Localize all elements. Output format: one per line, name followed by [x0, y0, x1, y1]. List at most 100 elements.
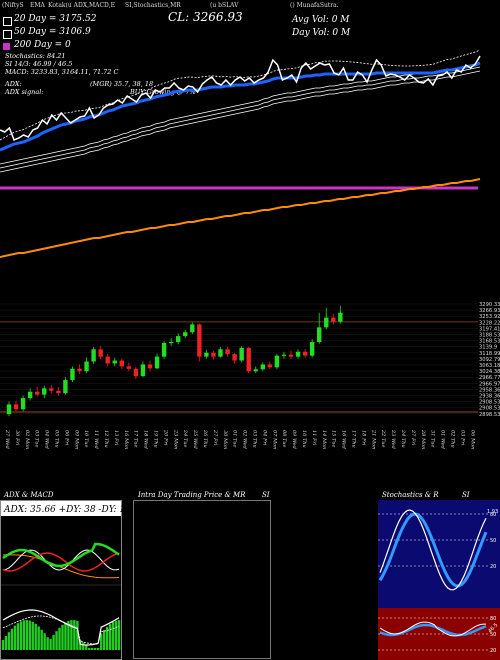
- price-tick-label: 3168.53: [479, 339, 500, 345]
- date-label: 16 Mon: [123, 430, 129, 449]
- date-label: 17 Tue: [133, 430, 139, 448]
- price-tick-label: 3139.9: [479, 345, 497, 351]
- adx-readout: ADX: 35.66 +DY: 38 -DY: 18.02: [3, 505, 122, 515]
- rsi-white-line: [379, 621, 486, 637]
- stoch-tick-label: 80: [490, 512, 496, 518]
- header-munafa: () MunafaSutra.: [290, 2, 339, 9]
- macd-bar: [61, 624, 64, 650]
- date-label: 01 Tue: [232, 430, 238, 448]
- macd-bar: [76, 620, 79, 650]
- candle-body: [176, 336, 181, 342]
- price-tick-label: 3228.22: [479, 320, 500, 326]
- price-tick-label: 3290.33: [479, 302, 500, 308]
- date-label: 19 Thu: [153, 430, 159, 448]
- macd-bar: [40, 629, 43, 650]
- close-price-line: [0, 55, 481, 141]
- date-label: 13 Fri: [113, 430, 119, 446]
- date-label: 30 Mon: [222, 430, 228, 449]
- adx-signal: BUY Growing @ 7%: [130, 88, 196, 96]
- adx-orange-line: [2, 554, 120, 579]
- legend: 20 Day = 3175.52 50 Day = 3106.9 200 Day…: [0, 14, 500, 104]
- candle-body: [232, 354, 237, 361]
- stoch-tick-label: 50: [490, 538, 496, 544]
- header-extra: (u bSLAV: [210, 2, 239, 9]
- adx-macd-title: ADX & MACD: [4, 491, 54, 499]
- rsi-tick-label: 20: [490, 648, 496, 654]
- date-label: 02 Mon: [24, 430, 30, 449]
- top-header: (NiftyS EMA Kotak(u ADX,MACD,E SI,Stocha…: [0, 0, 500, 14]
- stoch-signal-line: [378, 512, 488, 588]
- macd-bar: [10, 628, 14, 650]
- candle-body: [324, 317, 329, 328]
- avg-volume: Avg Vol: 0 M: [292, 15, 350, 25]
- price-tick-label: 3024.38: [479, 369, 500, 375]
- date-label: 11 Wed: [93, 430, 99, 449]
- candle-body: [13, 404, 19, 410]
- ema50-dotted-line: [0, 49, 481, 141]
- ema200-label: 200 Day = 0: [14, 40, 71, 50]
- ema200-swatch: [3, 43, 10, 50]
- stoch-title: Stochastics & R: [382, 491, 439, 499]
- date-label: 09 Wed: [291, 430, 297, 449]
- macd-bar: [25, 620, 28, 650]
- candle-body: [20, 398, 26, 410]
- date-label: 25 Wed: [192, 429, 198, 449]
- date-label: 23 Mon: [172, 429, 178, 449]
- date-label: 04 Wed: [44, 430, 50, 449]
- candle-body: [6, 404, 12, 415]
- macd-bar: [114, 620, 118, 650]
- adx-label: ADX:: [5, 80, 22, 88]
- macd-bar: [37, 626, 40, 650]
- date-label: 18 Wed: [143, 430, 149, 449]
- header-si: SI,Stochastics,MR: [125, 2, 181, 9]
- date-label: 10 Tue: [83, 430, 89, 448]
- candle-body: [140, 364, 146, 377]
- candle-body: [161, 342, 167, 357]
- macd-bar: [91, 648, 94, 650]
- macd-bar: [117, 620, 121, 650]
- price-tick-label: 3092.79: [479, 357, 500, 363]
- macd-bar: [94, 648, 97, 650]
- candle-body: [225, 349, 230, 355]
- candle-body: [211, 352, 216, 357]
- candle-body: [183, 332, 188, 337]
- rsi-lines: [379, 621, 487, 637]
- adx-red-line: [2, 552, 120, 572]
- ema50-label: 50 Day = 3106.9: [14, 27, 91, 37]
- date-label: 27 Fri: [212, 429, 218, 446]
- price-tick-label: 3188.53: [479, 333, 500, 339]
- candle-body: [84, 361, 89, 372]
- macd-bar: [58, 627, 61, 650]
- macd-signal-line: [2, 615, 120, 645]
- candle-body: [63, 380, 68, 394]
- stoch-grid: 80 50 20: [378, 512, 496, 570]
- candle-chart: [6, 305, 343, 417]
- ema20-swatch: [3, 17, 12, 26]
- macd-bar: [79, 640, 82, 650]
- intraday-panel: [133, 500, 271, 659]
- header-ema: EMA: [30, 2, 45, 9]
- ema20-label: 20 Day = 3175.52: [14, 14, 97, 24]
- price-tick-label: 2908.53: [479, 400, 500, 406]
- price-tick-label: 3253.92: [479, 314, 500, 320]
- candle-body: [27, 391, 33, 399]
- date-label: 27 Wed: [4, 429, 10, 449]
- si-readout: SI 14/3: 46.99 / 46.5: [5, 60, 73, 68]
- macd-bar: [67, 620, 70, 650]
- date-label: 12 Thu: [103, 430, 109, 448]
- header-ema-info: Kotak(u ADX,MACD,E: [48, 2, 115, 9]
- adx-lines: [2, 542, 120, 579]
- candle-body: [295, 351, 301, 357]
- macd-histogram: [1, 609, 121, 650]
- candle-body: [112, 360, 117, 364]
- candle-body: [56, 390, 61, 394]
- date-label: 14 Mon: [321, 430, 327, 449]
- macd-bar: [43, 633, 46, 650]
- date-label: 27 Fri: [410, 429, 416, 446]
- macd-bar: [19, 621, 23, 650]
- date-label: 05 Thu: [54, 430, 60, 448]
- stoch-value: 1.93: [487, 509, 498, 515]
- header-symbol: (NiftyS: [2, 2, 24, 9]
- macd-bar: [1, 640, 5, 650]
- macd-bar: [82, 642, 85, 650]
